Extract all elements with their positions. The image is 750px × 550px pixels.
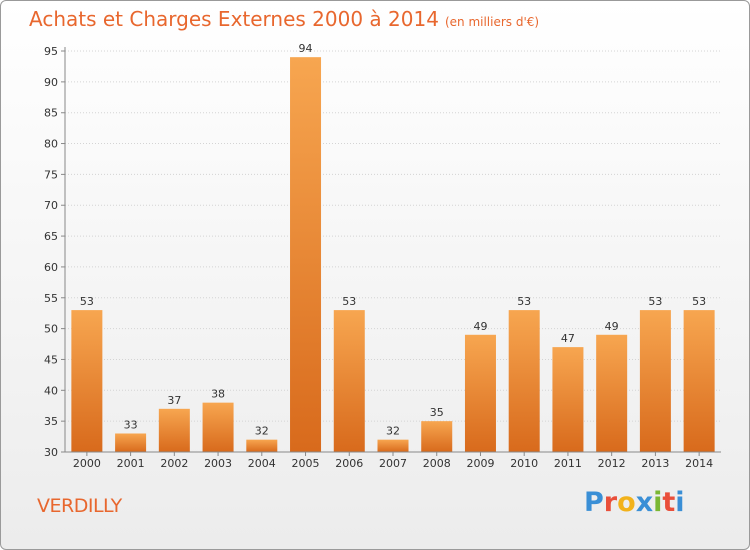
logo-letter: o: [617, 487, 636, 518]
chart-subtitle: (en milliers d'€): [444, 15, 540, 29]
y-tick-label: 35: [44, 415, 58, 428]
value-label: 94: [299, 42, 313, 55]
x-tick-label: 2013: [641, 457, 669, 470]
y-tick-label: 70: [44, 199, 58, 212]
bar-2005: [290, 57, 322, 453]
bar-2002: [158, 408, 190, 452]
y-tick-label: 50: [44, 323, 58, 336]
value-label: 32: [255, 425, 269, 438]
bar-2011: [552, 347, 584, 452]
value-label: 38: [211, 388, 225, 401]
bar-2010: [508, 310, 540, 452]
commune-name: VERDILLY: [37, 495, 122, 517]
logo-letter: t: [662, 487, 676, 518]
value-label: 37: [167, 394, 181, 407]
chart-title: Achats et Charges Externes 2000 à 2014 (e…: [29, 7, 539, 31]
value-label: 47: [561, 332, 575, 345]
proxiti-logo: Proxiti: [584, 487, 685, 518]
logo-letter: P: [584, 487, 604, 518]
x-tick-label: 2002: [160, 457, 188, 470]
logo-letter: i: [653, 487, 663, 518]
value-label: 33: [124, 418, 138, 431]
x-tick-label: 2012: [598, 457, 626, 470]
bar-2013: [639, 310, 671, 452]
value-label: 53: [517, 295, 531, 308]
chart-title-text: Achats et Charges Externes 2000 à 2014: [29, 7, 439, 31]
value-label: 49: [473, 320, 487, 333]
bar-2004: [246, 439, 278, 452]
x-tick-label: 2008: [423, 457, 451, 470]
x-tick-label: 2000: [73, 457, 101, 470]
x-tick-label: 2003: [204, 457, 232, 470]
value-label: 53: [692, 295, 706, 308]
y-tick-label: 85: [44, 107, 58, 120]
value-label: 32: [386, 425, 400, 438]
x-tick-label: 2010: [510, 457, 538, 470]
y-tick-label: 45: [44, 353, 58, 366]
y-tick-label: 75: [44, 168, 58, 181]
x-tick-label: 2011: [554, 457, 582, 470]
logo-letter: x: [635, 487, 654, 518]
value-label: 53: [80, 295, 94, 308]
x-tick-label: 2001: [117, 457, 145, 470]
bar-2006: [333, 310, 365, 452]
y-tick-label: 80: [44, 138, 58, 151]
y-tick-label: 90: [44, 76, 58, 89]
y-tick-label: 65: [44, 230, 58, 243]
bars: 53 33 37 38 32 94 53 32 35 49 53 47 49 53 53: [71, 42, 715, 453]
y-tick-label: 55: [44, 292, 58, 305]
x-tick-label: 2007: [379, 457, 407, 470]
bar-2000: [71, 310, 103, 452]
x-tick-label: 2005: [292, 457, 320, 470]
value-label: 53: [342, 295, 356, 308]
bar-2014: [683, 310, 715, 452]
y-axis: 30 35 40 45 50 55 60 65 70 75 80 85 90 95: [44, 45, 66, 459]
bar-2003: [202, 402, 234, 452]
y-tick-label: 30: [44, 446, 58, 459]
value-label: 35: [430, 406, 444, 419]
y-tick-label: 95: [44, 45, 58, 58]
x-tick-label: 2009: [466, 457, 494, 470]
logo-letter: r: [603, 487, 618, 518]
x-tick-label: 2006: [335, 457, 363, 470]
value-label: 53: [648, 295, 662, 308]
bar-2009: [464, 334, 496, 452]
y-tick-label: 40: [44, 384, 58, 397]
bar-2001: [115, 433, 147, 452]
bar-2008: [421, 421, 453, 452]
x-tick-label: 2004: [248, 457, 276, 470]
x-tick-label: 2014: [685, 457, 713, 470]
logo-letter: i: [675, 487, 685, 518]
value-label: 49: [605, 320, 619, 333]
x-axis: 2000 2001 2002 2003 2004 2005 2006 2007 2008 2009…: [65, 451, 721, 470]
bar-2007: [377, 439, 409, 452]
y-tick-label: 60: [44, 261, 58, 274]
bar-2012: [596, 334, 628, 452]
